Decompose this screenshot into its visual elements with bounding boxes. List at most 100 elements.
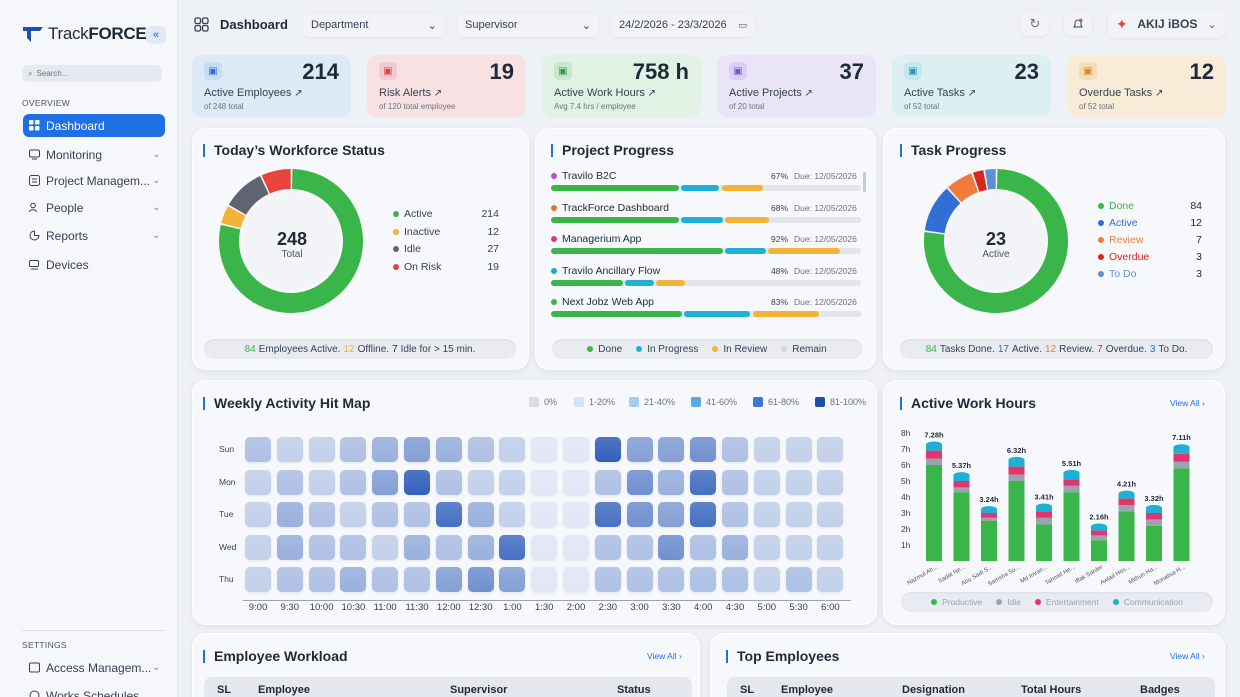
heatmap-cell[interactable] <box>753 502 780 527</box>
heatmap-cell[interactable] <box>372 534 399 560</box>
project-row[interactable]: TrackForce Dashboard 68% Due: 12/05/2026 <box>551 202 861 230</box>
heatmap-cell[interactable] <box>340 437 367 462</box>
column-header-employee[interactable]: Employee <box>781 684 833 696</box>
heatmap-cell[interactable] <box>563 534 589 560</box>
heatmap-cell[interactable] <box>626 502 653 527</box>
bar-segment-entertainment[interactable] <box>1036 511 1052 518</box>
heatmap-cell[interactable] <box>340 469 367 495</box>
bar-segment-entertainment[interactable] <box>953 481 970 488</box>
heatmap-cell[interactable] <box>276 567 303 592</box>
heatmap-cell[interactable] <box>499 534 526 560</box>
heatmap-cell[interactable] <box>658 437 685 462</box>
heatmap-cell[interactable] <box>658 567 685 592</box>
stat-card-overdue-tasks[interactable]: ▣ 12 Overdue Tasks ↗ of 52 total <box>1067 55 1226 117</box>
heatmap-cell[interactable] <box>563 437 589 462</box>
bar-segment-idle[interactable] <box>1173 461 1190 469</box>
heatmap-cell[interactable] <box>817 469 844 495</box>
heatmap-cell[interactable] <box>308 469 335 495</box>
task-slice-overdue[interactable] <box>972 170 987 192</box>
heatmap-cell[interactable] <box>785 502 812 527</box>
heatmap-cell[interactable] <box>531 502 558 527</box>
task-slice-active[interactable] <box>924 188 961 234</box>
department-select[interactable]: Department ⌄ <box>303 13 445 37</box>
sidebar-item-monitoring[interactable]: Monitoring ⌄ <box>23 143 165 166</box>
heatmap-cell[interactable] <box>276 502 303 527</box>
heatmap-cell[interactable] <box>658 502 685 527</box>
stat-card-active-work-hours[interactable]: ▣ 758 h Active Work Hours ↗ Avg 7.4 hrs / e… <box>542 55 701 117</box>
heatmap-cell[interactable] <box>499 502 526 527</box>
heatmap-cell[interactable] <box>404 437 430 462</box>
stat-card-risk-alerts[interactable]: ▣ 19 Risk Alerts ↗ of 120 total employee <box>367 55 526 117</box>
heatmap-cell[interactable] <box>467 502 494 527</box>
bar-segment-productive[interactable] <box>926 465 942 561</box>
sidebar-item-access-management[interactable]: Access Managem... ⌄ <box>23 656 165 679</box>
bar-segment-productive[interactable] <box>1036 524 1052 561</box>
app-logo[interactable]: TrackFORCE <box>22 24 147 44</box>
heatmap-cell[interactable] <box>722 567 748 592</box>
sidebar-item-works-schedules[interactable]: Works Schedules <box>23 684 165 697</box>
heatmap-cell[interactable] <box>785 534 812 560</box>
refresh-button[interactable]: ↻ <box>1021 12 1049 36</box>
bar-segment-idle[interactable] <box>1008 474 1025 481</box>
heatmap-cell[interactable] <box>658 534 685 560</box>
heatmap-cell[interactable] <box>245 437 271 462</box>
bar-segment-entertainment[interactable] <box>1008 466 1025 475</box>
bar-segment-productive[interactable] <box>981 521 997 561</box>
heatmap-cell[interactable] <box>753 567 780 592</box>
heatmap-cell[interactable] <box>753 437 780 462</box>
bar-segment-productive[interactable] <box>1118 511 1135 561</box>
heatmap-cell[interactable] <box>245 534 271 560</box>
heatmap-cell[interactable] <box>594 437 621 462</box>
heatmap-cell[interactable] <box>785 437 812 462</box>
heatmap-cell[interactable] <box>690 437 717 462</box>
heatmap-cell[interactable] <box>245 502 271 527</box>
heatmap-cell[interactable] <box>626 437 653 462</box>
heatmap-cell[interactable] <box>276 437 303 462</box>
heatmap-cell[interactable] <box>817 534 844 560</box>
sidebar-item-devices[interactable]: Devices <box>23 253 165 276</box>
heatmap-cell[interactable] <box>563 469 589 495</box>
stat-card-active-employees[interactable]: ▣ 214 Active Employees ↗ of 248 total <box>192 55 351 117</box>
heatmap-cell[interactable] <box>722 534 748 560</box>
workforce-slice-on-risk[interactable] <box>261 169 291 194</box>
task-slice-to-do[interactable] <box>985 169 996 190</box>
heatmap-cell[interactable] <box>245 567 271 592</box>
heatmap-cell[interactable] <box>531 567 558 592</box>
heatmap-cell[interactable] <box>435 469 462 495</box>
bar-segment-idle[interactable] <box>1118 505 1135 512</box>
task-slice-review[interactable] <box>948 173 979 203</box>
project-row[interactable]: Travilo B2C 67% Due: 12/05/2026 <box>551 170 861 198</box>
heatmap-cell[interactable] <box>690 502 717 527</box>
bar-segment-communication[interactable] <box>1173 447 1190 454</box>
bar-segment-entertainment[interactable] <box>926 450 942 459</box>
bar-segment-productive[interactable] <box>1146 525 1162 561</box>
heatmap-cell[interactable] <box>531 437 558 462</box>
heatmap-cell[interactable] <box>690 567 717 592</box>
heatmap-cell[interactable] <box>658 469 685 495</box>
work-hours-view-all-link[interactable]: View All › <box>1170 398 1205 408</box>
heatmap-cell[interactable] <box>785 567 812 592</box>
heatmap-cell[interactable] <box>467 469 494 495</box>
heatmap-cell[interactable] <box>340 502 367 527</box>
heatmap-cell[interactable] <box>626 534 653 560</box>
top-employees-view-all-link[interactable]: View All › <box>1170 651 1205 661</box>
bar-segment-entertainment[interactable] <box>1146 513 1162 520</box>
bar-segment-productive[interactable] <box>1173 468 1190 561</box>
heatmap-cell[interactable] <box>753 534 780 560</box>
bar-segment-idle[interactable] <box>953 487 970 493</box>
notifications-button[interactable] <box>1064 12 1092 36</box>
stat-card-active-tasks[interactable]: ▣ 23 Active Tasks ↗ of 52 total <box>892 55 1051 117</box>
heatmap-cell[interactable] <box>372 567 399 592</box>
collapse-sidebar-button[interactable]: « <box>146 26 166 44</box>
heatmap-cell[interactable] <box>817 437 844 462</box>
sidebar-item-project-management[interactable]: Project Managem... ⌄ <box>23 169 165 192</box>
heatmap-cell[interactable] <box>753 469 780 495</box>
heatmap-cell[interactable] <box>817 567 844 592</box>
heatmap-cell[interactable] <box>340 567 367 592</box>
workload-view-all-link[interactable]: View All › <box>647 651 682 661</box>
heatmap-cell[interactable] <box>531 469 558 495</box>
bar-segment-idle[interactable] <box>1146 519 1162 526</box>
heatmap-cell[interactable] <box>563 567 589 592</box>
heatmap-cell[interactable] <box>435 502 462 527</box>
column-header-employee[interactable]: Employee <box>258 684 310 696</box>
